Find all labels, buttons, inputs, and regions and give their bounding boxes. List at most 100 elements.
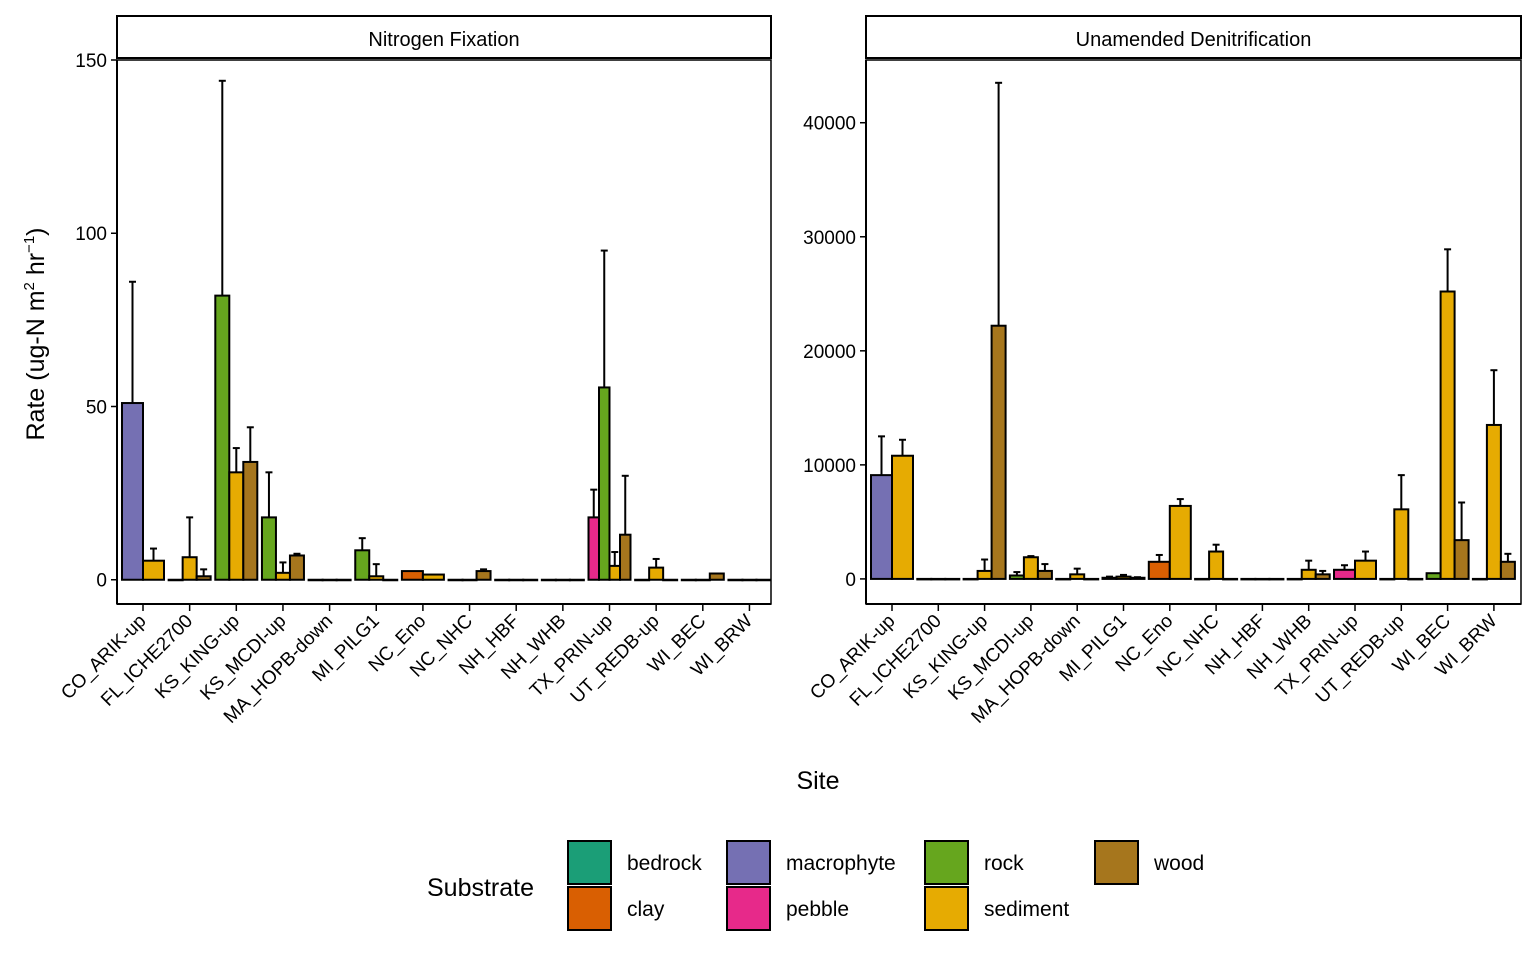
legend-label: sediment: [984, 898, 1069, 921]
x-axis-title: Site: [796, 767, 839, 795]
legend-label: pebble: [786, 898, 849, 921]
bar-rock: [680, 578, 697, 582]
bar-wood: [944, 577, 961, 581]
bar-sediment: [274, 571, 291, 581]
bar-sediment: [608, 564, 621, 581]
legend-label: rock: [984, 852, 1024, 875]
bar-wood: [755, 578, 772, 582]
y-tick-label: 30000: [803, 228, 856, 249]
legend-key-pebble: [726, 886, 771, 931]
bar-sediment: [891, 454, 914, 580]
legend-title: Substrate: [427, 874, 534, 902]
bar-sediment: [930, 577, 947, 581]
legend-label: clay: [627, 898, 665, 921]
bar-wood: [1314, 573, 1331, 580]
legend-key-wood: [1094, 840, 1139, 885]
bar-wood: [990, 324, 1007, 580]
panel-border: [865, 59, 1522, 605]
bar-sediment: [461, 578, 478, 582]
bar-rock: [598, 386, 611, 581]
bar-sediment: [1069, 573, 1086, 580]
bar-wood: [195, 575, 212, 581]
bar-wood: [522, 578, 539, 582]
y-tick-label: 20000: [803, 342, 856, 363]
bar-sediment: [1393, 508, 1410, 580]
bar-sediment: [228, 471, 245, 581]
y-axis-title: Rate (ug-N m2 hr−1): [21, 227, 50, 440]
bar-macrophyte: [916, 577, 933, 581]
y-tick-label: 150: [75, 51, 107, 72]
bar-wood: [1499, 560, 1516, 580]
bar-wood: [1407, 577, 1424, 581]
y-tick-label: 0: [96, 571, 107, 592]
legend-key-macrophyte: [726, 840, 771, 885]
bar-rock: [1240, 577, 1257, 581]
bar-wood: [335, 578, 352, 582]
legend-label: macrophyte: [786, 852, 896, 875]
bar-rock: [1471, 577, 1488, 581]
bar-sediment: [1168, 504, 1192, 580]
bar-clay: [1147, 560, 1171, 580]
bar-macrophyte: [121, 402, 144, 581]
facet-title: Nitrogen Fixation: [368, 29, 519, 51]
facet-title: Unamended Denitrification: [1076, 29, 1312, 51]
legend: Substrate bedrock clay macrophyte pebble roc…: [427, 840, 1204, 931]
bar-sediment: [1300, 568, 1317, 580]
bar-wood: [619, 533, 632, 581]
y-tick-label: 100: [75, 224, 107, 245]
bar-wood: [288, 554, 305, 581]
bar-rock: [354, 549, 371, 581]
bar-rock: [307, 578, 324, 582]
bar-rock: [1008, 574, 1025, 580]
bar-wood: [568, 578, 585, 582]
bar-wood: [662, 578, 679, 582]
bar-sediment: [1115, 575, 1132, 580]
bar-rock: [1379, 577, 1396, 581]
bar-sediment: [142, 559, 165, 581]
bar-sediment: [421, 573, 445, 581]
bar-rock: [260, 516, 277, 581]
bar-sediment: [321, 578, 338, 582]
bar-wood: [242, 460, 259, 581]
bar-rock: [1101, 576, 1118, 580]
bar-sediment: [181, 556, 198, 581]
panel-1: Nitrogen Fixation050100150CO_ARIK-upFL_I…: [57, 15, 772, 728]
y-tick-label: 0: [845, 570, 856, 591]
bar-rock: [494, 578, 511, 582]
bar-wood: [1268, 577, 1285, 581]
bar-sediment: [694, 578, 711, 582]
bar-wood: [1453, 539, 1470, 580]
bar-wood: [1083, 577, 1100, 581]
bar-rock: [727, 578, 744, 582]
bar-rock: [1425, 572, 1442, 580]
bar-rock: [1055, 577, 1072, 581]
bar-wood: [475, 570, 492, 581]
bar-sediment: [368, 575, 385, 581]
bar-sediment: [976, 569, 993, 580]
bar-sediment: [1439, 290, 1456, 580]
bar-sediment: [648, 566, 665, 581]
legend-key-sediment: [924, 886, 969, 931]
bar-sediment: [1485, 423, 1502, 580]
legend-key-clay: [567, 886, 612, 931]
bar-wood: [1036, 569, 1053, 580]
bar-wood: [1222, 577, 1239, 581]
bar-sediment: [1208, 550, 1225, 580]
bar-rock: [540, 578, 557, 582]
bar-rock: [214, 294, 231, 581]
legend-label: wood: [1153, 852, 1204, 875]
facet-strip: [116, 15, 772, 59]
bar-sediment: [508, 578, 525, 582]
bar-macrophyte: [167, 578, 184, 582]
bar-rock: [1286, 577, 1303, 581]
bar-sediment: [1254, 577, 1271, 581]
bar-sediment: [1354, 559, 1377, 580]
y-tick-label: 40000: [803, 114, 856, 135]
y-tick-label: 10000: [803, 456, 856, 477]
bar-rock: [1194, 577, 1211, 581]
facet-strip: [865, 15, 1522, 59]
bar-rock: [447, 578, 464, 582]
legend-key-rock: [924, 840, 969, 885]
bar-rock: [962, 577, 979, 581]
